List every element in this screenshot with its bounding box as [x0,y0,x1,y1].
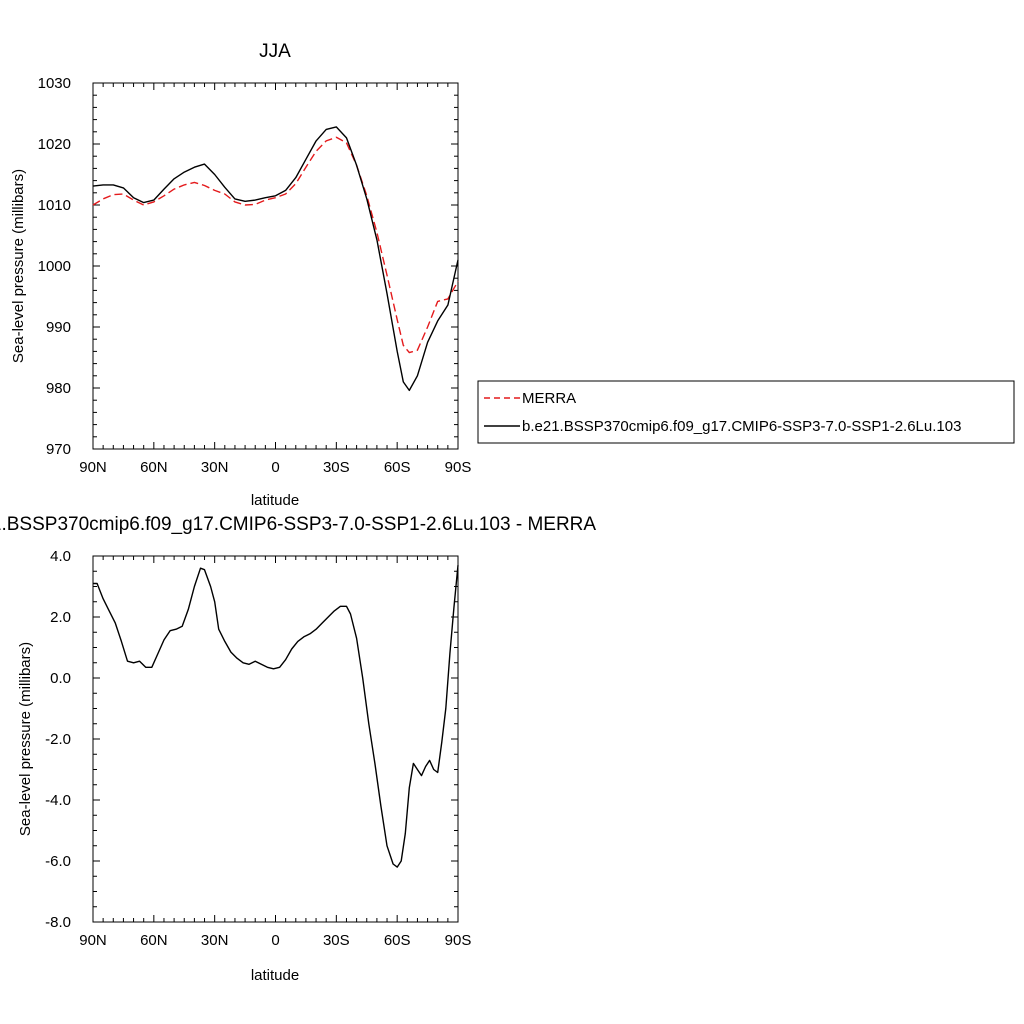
x-tick-label: 60S [384,459,411,476]
x-tick-label: 0 [271,932,279,949]
series-line-difference [93,565,459,868]
chart-title: JJA [259,41,291,62]
y-tick-label: 1000 [38,258,71,275]
x-tick-label: 60S [384,932,411,949]
y-axis-label: Sea-level pressure (millibars) [10,169,27,363]
plot-frame [92,82,459,450]
x-tick-label: 30N [201,459,229,476]
plot-area: 90N 60N 30N 0 30S 60S 90S 970 980 990 1000 1010 1020… [38,75,472,476]
y-tick-label: 980 [46,380,71,397]
x-tick-label: 60N [140,932,168,949]
legend-frame [477,380,1015,444]
y-tick-label: -2.0 [45,731,71,748]
x-tick-label: 30S [323,932,350,949]
y-tick-label: 2.0 [50,609,71,626]
y-axis-label: Sea-level pressure (millibars) [17,642,34,836]
series-line-merra [92,136,459,354]
y-tick-label: 970 [46,441,71,458]
x-tick-label: 90N [79,459,107,476]
y-tick-label: -8.0 [45,914,71,931]
plot-frame [92,555,459,923]
x-tick-label: 90S [445,932,472,949]
legend-label-merra: MERRA [522,390,576,407]
plot-area: 90N 60N 30N 0 30S 60S 90S 4.0 2.0 0.0 -2.0 -4.0 -6.0… [45,548,471,949]
y-tick-label: -6.0 [45,853,71,870]
legend: MERRA b.e21.BSSP370cmip6.f09_g17.CMIP6-S… [477,380,1015,444]
chart-panel-top: JJA 90N 60N 30N 0 30S 60S 90S 970 980 990 1000 1010… [10,41,471,509]
chart-title: b.e21.BSSP370cmip6.f09_g17.CMIP6-SSP3-7.… [0,514,596,535]
x-tick-label: 30S [323,459,350,476]
x-tick-label: 60N [140,459,168,476]
x-axis-label: latitude [251,492,299,509]
chart-panel-bottom: b.e21.BSSP370cmip6.f09_g17.CMIP6-SSP3-7.… [0,514,596,984]
y-tick-label: 1010 [38,197,71,214]
x-tick-label: 90S [445,459,472,476]
y-tick-label: 4.0 [50,548,71,565]
y-tick-label: -4.0 [45,792,71,809]
x-axis-label: latitude [251,967,299,984]
series-line-b-e21-bssp370cmip6-f09-g17-cmi [92,126,459,392]
x-tick-label: 30N [201,932,229,949]
x-tick-label: 0 [271,459,279,476]
y-tick-label: 990 [46,319,71,336]
y-tick-label: 0.0 [50,670,71,687]
y-tick-label: 1020 [38,136,71,153]
x-tick-label: 90N [79,932,107,949]
y-tick-label: 1030 [38,75,71,92]
legend-label-model: b.e21.BSSP370cmip6.f09_g17.CMIP6-SSP3-7.… [522,418,961,435]
